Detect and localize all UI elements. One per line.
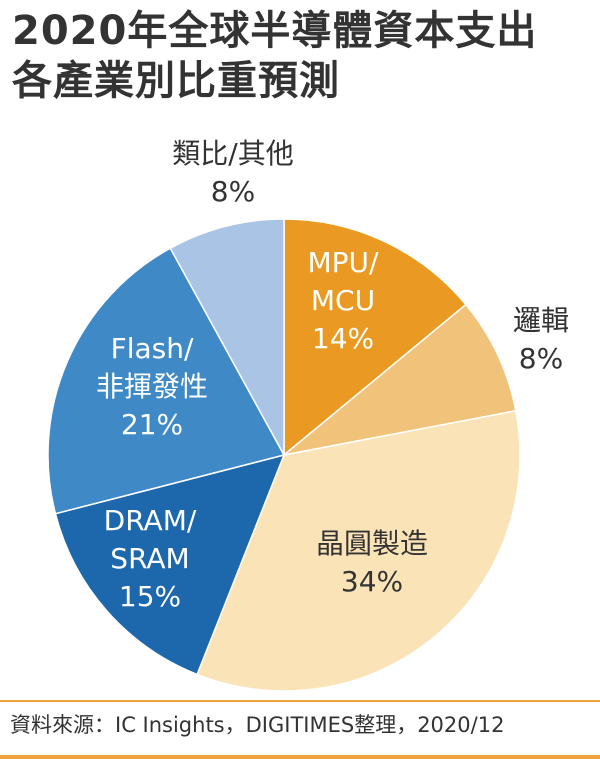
slice-label-0: MPU/MCU 14% [308, 246, 380, 355]
slice-percent-label: 34% [341, 565, 403, 598]
slice-category-label: MPU/ [308, 246, 380, 279]
pie-slice-5 [169, 218, 285, 456]
pie-chart: MPU/MCU 14% 邏輯 8% 晶圓製造 34% DRAM/SRAM 15% Flash/非… [47, 137, 569, 692]
slice-category-label: 晶圓製造 [316, 527, 428, 560]
slice-percent-label: 8% [519, 342, 563, 375]
source-divider [0, 700, 600, 702]
slice-percent-label: 15% [119, 580, 181, 613]
chart-title-line-1: 2020年全球半導體資本支出 [12, 8, 538, 54]
pie-slice-0 [283, 218, 467, 457]
pie-slice-2 [196, 409, 521, 692]
slice-category-label: DRAM/ [104, 504, 197, 537]
slice-category-label: 類比/其他 [172, 137, 293, 170]
slice-label-4: Flash/非揮發性 21% [96, 332, 208, 441]
slice-label-2: 晶圓製造 34% [316, 527, 428, 598]
slice-percent-label: 14% [312, 322, 374, 355]
bottom-border [0, 755, 600, 759]
pie-slice-3 [54, 453, 286, 676]
pie-slice-1 [283, 303, 517, 456]
slice-label-1: 邏輯 8% [513, 304, 569, 375]
slice-label-5: 類比/其他 8% [172, 137, 293, 208]
slice-category-label: 邏輯 [513, 304, 569, 337]
slice-category-label: MCU [311, 284, 375, 317]
chart-title-line-2: 各產業別比重預測 [12, 58, 340, 104]
pie-slice-4 [47, 247, 286, 515]
slice-category-label: Flash/ [111, 332, 194, 365]
slice-percent-label: 8% [211, 175, 255, 208]
source-note: 資料來源：IC Insights，DIGITIMES整理，2020/12 [10, 713, 505, 737]
chart-title: 2020年全球半導體資本支出 各產業別比重預測 [12, 6, 592, 106]
slice-percent-label: 21% [121, 408, 183, 441]
slice-label-3: DRAM/SRAM 15% [104, 504, 197, 613]
slice-category-label: 非揮發性 [96, 370, 208, 403]
slice-category-label: SRAM [110, 542, 189, 575]
